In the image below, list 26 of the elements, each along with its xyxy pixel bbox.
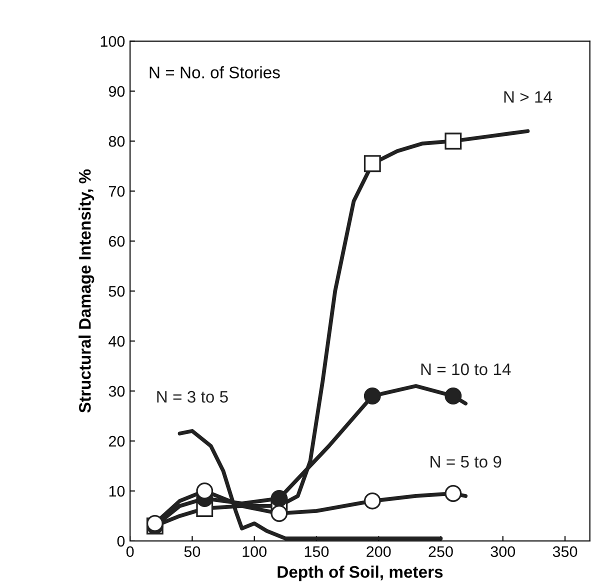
x-tick-label: 0 — [126, 546, 134, 558]
series-label: N > 14 — [504, 91, 552, 103]
y-tick-label: 100 — [100, 36, 125, 47]
annotation: N = No. of Stories — [150, 66, 280, 78]
x-tick-label: 300 — [490, 546, 516, 558]
series-label: N = 5 to 9 — [430, 456, 502, 468]
y-tick-label: 70 — [109, 186, 125, 197]
y-tick-label: 60 — [109, 236, 125, 247]
y-tick-label: 0 — [117, 536, 125, 547]
x-axis-title: Depth of Soil, meters — [278, 566, 443, 582]
x-tick-label: 150 — [304, 546, 329, 558]
y-tick-label: 20 — [108, 436, 125, 447]
y-tick-label: 10 — [109, 486, 125, 497]
y-tick-label: 40 — [108, 336, 125, 347]
text: N = 3 to 5 — [157, 390, 228, 403]
y-tick-label: 30 — [108, 386, 125, 397]
x-tick-label: 50 — [184, 546, 200, 558]
y-tick-label: 50 — [108, 286, 125, 297]
x-tick-label: 250 — [428, 546, 453, 558]
x-tick-label: 350 — [552, 546, 578, 558]
x-tick-label: 100 — [242, 546, 266, 558]
y-tick-label: 80 — [108, 136, 125, 147]
x-tick-label: 200 — [366, 546, 391, 558]
y-tick-label: 90 — [108, 86, 125, 97]
series-label: N = 10 to 14 — [421, 363, 511, 376]
y-axis-title: Structural Damage Intensity, % — [78, 169, 94, 413]
